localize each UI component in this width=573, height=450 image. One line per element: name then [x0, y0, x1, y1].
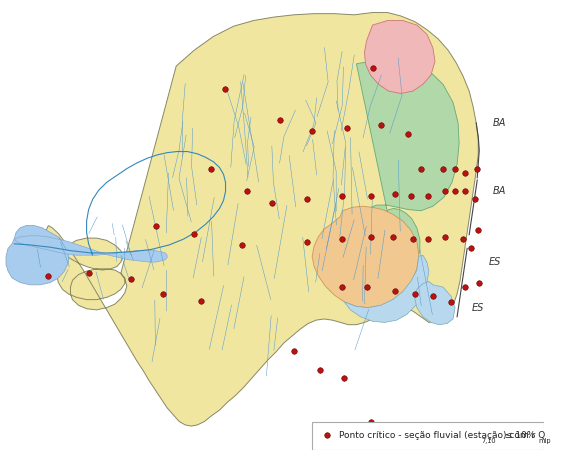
FancyBboxPatch shape — [312, 422, 544, 450]
Text: BA: BA — [493, 186, 506, 196]
Polygon shape — [344, 255, 429, 322]
Polygon shape — [415, 281, 455, 325]
Polygon shape — [46, 13, 478, 426]
Polygon shape — [356, 59, 459, 278]
Text: mlp: mlp — [539, 437, 551, 444]
Text: ES: ES — [489, 257, 501, 267]
Polygon shape — [364, 21, 435, 94]
Polygon shape — [312, 206, 419, 308]
Polygon shape — [14, 236, 167, 262]
Text: ≤ 10% Q: ≤ 10% Q — [502, 431, 545, 440]
Polygon shape — [6, 225, 68, 285]
Text: 7,10: 7,10 — [481, 437, 496, 444]
Text: BA: BA — [493, 118, 506, 128]
Text: Ponto crítico - seção fluvial (estação) com r: Ponto crítico - seção fluvial (estação) … — [339, 431, 536, 440]
Text: ES: ES — [472, 302, 484, 313]
